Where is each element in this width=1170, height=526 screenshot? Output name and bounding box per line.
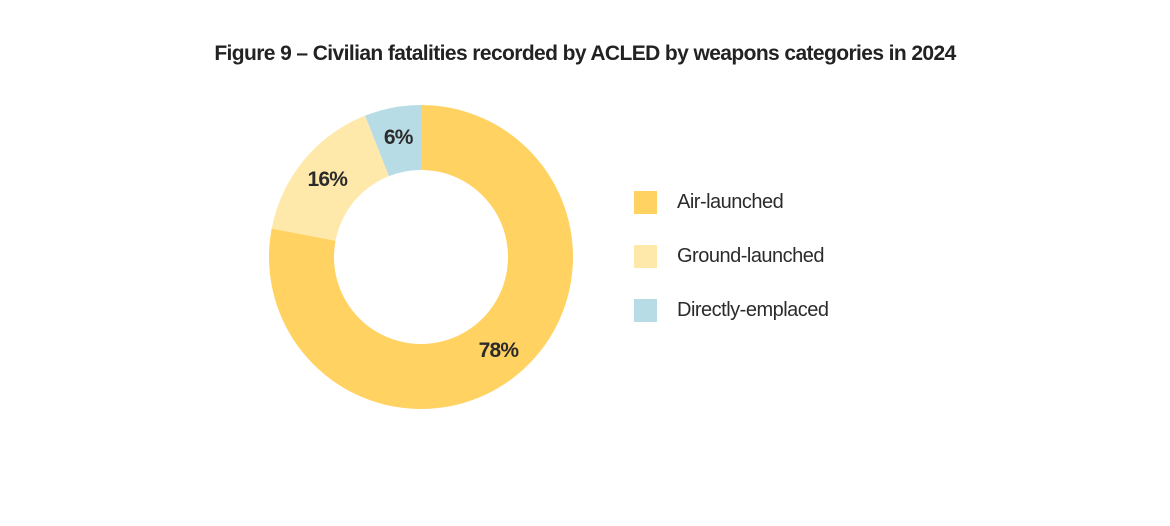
legend-item-air-launched: Air-launched — [634, 188, 829, 216]
data-label-directly-emplaced: 6% — [384, 126, 414, 149]
data-label-air-launched: 78% — [479, 339, 520, 362]
donut-slice-ground-launched — [271, 115, 389, 241]
legend-item-directly-emplaced: Directly-emplaced — [634, 296, 829, 324]
legend-label-ground-launched: Ground-launched — [677, 244, 825, 267]
legend-swatch-ground-launched — [634, 244, 657, 268]
legend-label-directly-emplaced: Directly-emplaced — [677, 298, 829, 321]
data-label-ground-launched: 16% — [308, 168, 349, 191]
donut-slice-air-launched — [269, 105, 573, 410]
legend-swatch-air-launched — [634, 190, 657, 214]
legend-swatch-directly-emplaced — [634, 298, 657, 322]
chart-legend: Air-launched Ground-launched Directly-em… — [634, 188, 829, 350]
donut-slice-directly-emplaced — [365, 105, 421, 177]
legend-item-ground-launched: Ground-launched — [634, 242, 829, 270]
legend-label-air-launched: Air-launched — [677, 190, 784, 213]
chart-title: Figure 9 – Civilian fatalities recorded … — [214, 42, 956, 65]
